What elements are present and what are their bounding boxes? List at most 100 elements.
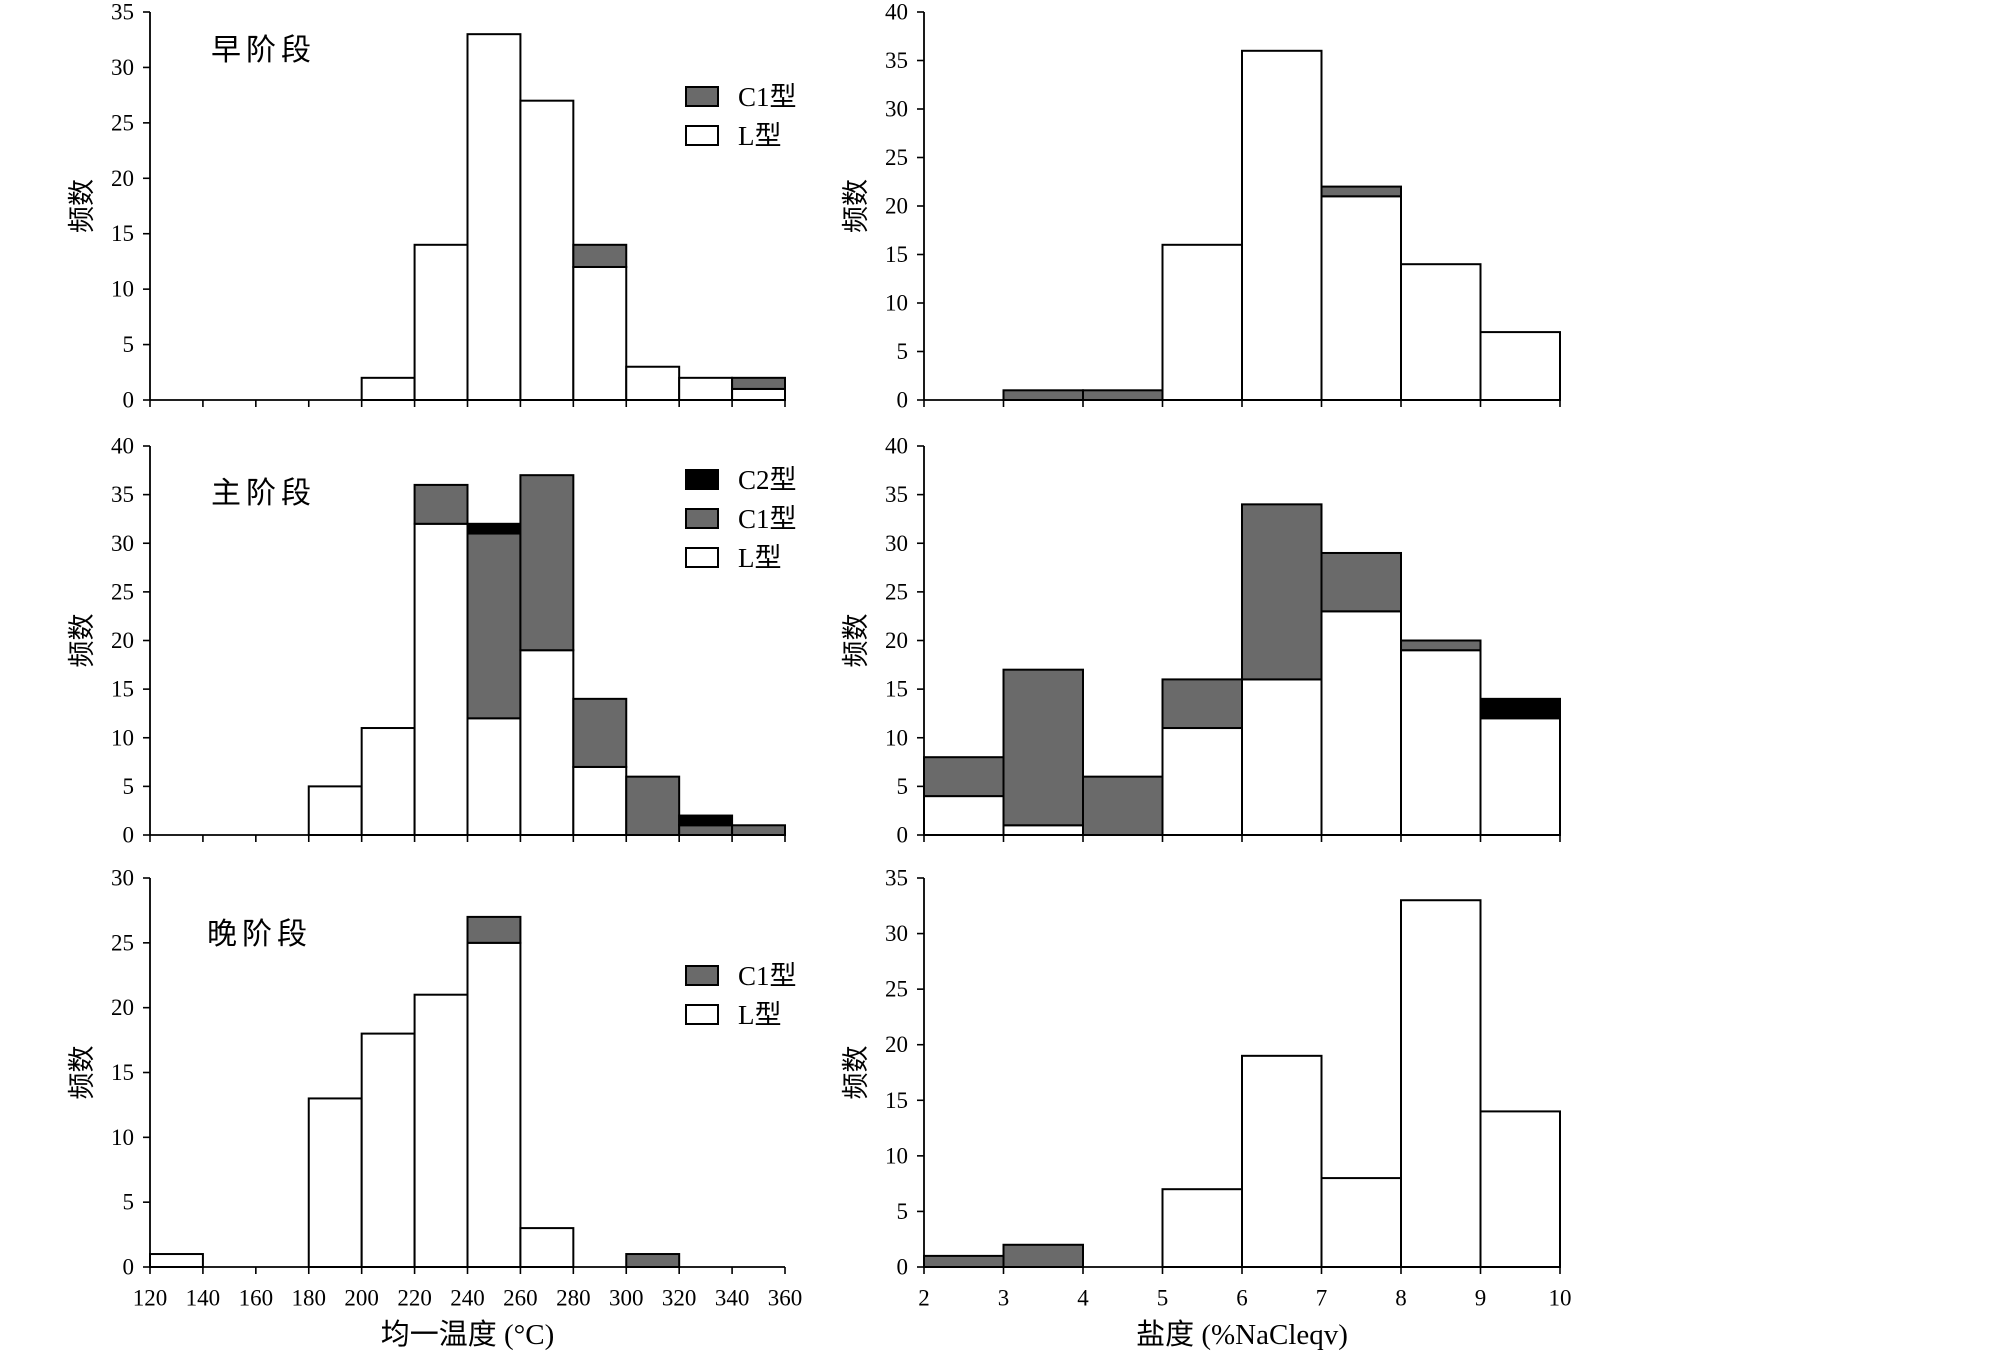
y-tick-label: 5 [123,1190,135,1215]
y-axis-title: 频数 [67,614,97,668]
x-tick-label: 6 [1236,1286,1248,1311]
bar-segment [1320,195,1402,401]
x-tick-label: 2 [918,1286,930,1311]
bar-segment [731,387,786,401]
y-tick-label: 30 [111,866,134,891]
legend-label: L型 [738,543,782,573]
y-axis-title: 频数 [841,179,871,233]
bar-segment [360,376,416,402]
y-tick-label: 35 [885,866,908,891]
bar-segment [519,474,575,652]
bar-segment [466,717,522,836]
x-tick-label: 360 [768,1286,803,1311]
x-tick-label: 120 [133,1286,168,1311]
bar-segment [1241,1054,1323,1269]
bar-segment [625,775,681,837]
bar-segment [1320,551,1402,613]
y-tick-label: 0 [897,1255,909,1280]
y-tick-label: 40 [885,0,908,25]
x-tick-label: 160 [239,1286,274,1311]
bar-segment [923,756,1005,798]
y-tick-label: 10 [111,725,134,750]
y-tick-label: 20 [111,995,134,1020]
y-axis-title: 频数 [67,1046,97,1100]
bar-segment [1002,668,1084,827]
bar-segment [731,376,786,390]
y-tick-label: 5 [897,339,909,364]
x-tick-label: 320 [662,1286,697,1311]
y-tick-label: 5 [897,1199,909,1224]
y-tick-label: 25 [111,930,134,955]
y-tick-label: 35 [111,0,134,25]
y-tick-label: 35 [885,482,908,507]
y-tick-label: 25 [111,110,134,135]
x-tick-label: 4 [1077,1286,1089,1311]
bar-segment [625,365,681,401]
y-tick-label: 30 [111,531,134,556]
bar-segment [1400,639,1482,652]
bar-segment [466,915,522,944]
x-tick-label: 7 [1316,1286,1328,1311]
x-tick-label: 240 [450,1286,485,1311]
y-tick-label: 40 [111,434,134,459]
bar-segment [1400,649,1482,836]
legend-swatch [685,547,719,568]
y-tick-label: 5 [123,332,135,357]
y-tick-label: 0 [123,1255,135,1280]
y-tick-label: 15 [111,1060,134,1085]
chart-panel-main-stage-salinity: 0 5 10 15 20 25 30 35 40 频数 [841,434,1561,848]
bar-segment [360,727,416,837]
bar-segment [413,483,469,525]
x-tick-label: 9 [1475,1286,1487,1311]
bar-segment [1002,389,1084,401]
chart-panel-early-stage-salinity: 0 5 10 15 20 25 30 35 40 频数 [841,0,1561,413]
x-axis-title: 均一温度 (°C) [381,1318,555,1351]
bar-segment [466,532,522,720]
legend-swatch [685,508,719,529]
bar-segment [1320,610,1402,837]
bar-segment [572,765,628,836]
bar-segment [307,785,363,836]
bar-segment [572,265,628,401]
bar-segment [519,649,575,836]
y-tick-label: 30 [111,55,134,80]
bar-segment [1400,899,1482,1268]
bar-segment [1161,243,1243,401]
bar-segment [1320,1177,1402,1268]
bar-segment [360,1032,416,1268]
bar-segment [572,243,628,268]
y-tick-label: 30 [885,921,908,946]
y-tick-label: 10 [111,1125,134,1150]
bar-segment [678,376,734,402]
y-tick-label: 20 [111,166,134,191]
legend-label: L型 [738,1000,782,1030]
y-axis-title: 频数 [841,614,871,668]
bar-segment [307,1097,363,1269]
chart-panel-late-stage-homogenization-temperature: 0 5 10 15 20 25 30 120 140 160 180 200 220 240 260 280 3… [67,866,802,1352]
bar-segment [1479,697,1561,720]
legend-label: C2型 [738,465,797,495]
bar-segment [572,697,628,768]
y-tick-label: 25 [885,145,908,170]
bar-segment [923,795,1005,836]
bar-segment [413,993,469,1268]
bar-segment [1082,775,1164,837]
y-tick-label: 15 [885,677,908,702]
y-tick-label: 10 [885,1143,908,1168]
chart-panel-early-stage-homogenization-temperature: 0 5 10 15 20 25 30 35 频数 早阶段 C1型 L型 [67,0,797,413]
bar-segment [1002,824,1084,837]
y-tick-label: 0 [123,388,135,413]
stage-label: 晚阶段 [207,918,312,951]
legend-label: L型 [738,121,782,151]
bar-segment [1082,389,1164,401]
y-tick-label: 20 [111,628,134,653]
chart-panel-main-stage-homogenization-temperature: 0 5 10 15 20 25 30 35 40 频数 主阶段 C2型 C1型 L型 [67,434,797,848]
bar-segment [625,1253,681,1268]
bar-segment [1002,1243,1084,1269]
y-axis-title: 频数 [67,179,97,233]
y-tick-label: 35 [111,482,134,507]
x-tick-label: 220 [397,1286,432,1311]
legend-label: C1型 [738,961,797,991]
bar-segment [519,99,575,402]
